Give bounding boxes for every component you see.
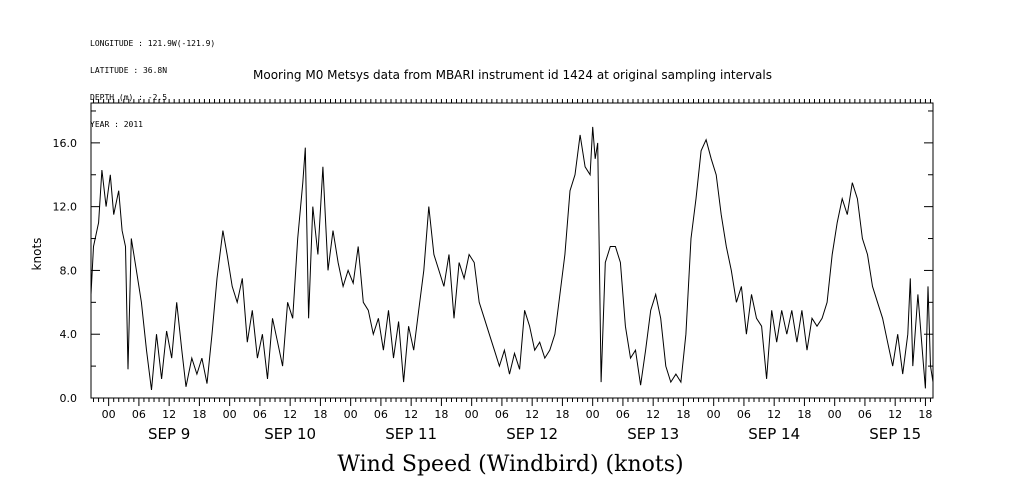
- y-axis-label: knots: [30, 238, 44, 271]
- x-hour-label: 12: [283, 408, 297, 421]
- x-hour-label: 12: [525, 408, 539, 421]
- x-hour-label: 18: [797, 408, 811, 421]
- x-hour-label: 18: [192, 408, 206, 421]
- x-hour-label: 00: [102, 408, 116, 421]
- longitude-label: LONGITUDE : 121.9W(-121.9): [90, 39, 216, 48]
- x-hour-label: 00: [828, 408, 842, 421]
- x-day-label: SEP 10: [264, 425, 316, 443]
- year-label: YEAR : 2011: [90, 120, 143, 129]
- x-hour-label: 06: [858, 408, 872, 421]
- x-day-label: SEP 12: [506, 425, 558, 443]
- x-hour-label: 00: [707, 408, 721, 421]
- x-hour-label: 00: [344, 408, 358, 421]
- x-day-label: SEP 14: [748, 425, 800, 443]
- chart-caption-wrap: Wind Speed (Windbird) (knots): [0, 452, 1009, 477]
- x-day-label: SEP 15: [869, 425, 921, 443]
- x-hour-label: 12: [646, 408, 660, 421]
- x-hour-label: 06: [495, 408, 509, 421]
- chart-caption: Wind Speed (Windbird) (knots): [337, 452, 684, 477]
- x-hour-label: 12: [404, 408, 418, 421]
- y-tick-label: 16.0: [53, 137, 78, 150]
- axis-labels: knots 0.0 4.0 8.0 12.0 16.0 00 06 12 18 00 06 12 18 0…: [30, 137, 932, 443]
- x-hour-label: 18: [313, 408, 327, 421]
- x-hour-label: 18: [555, 408, 569, 421]
- axis-ticks: [91, 99, 933, 406]
- x-hour-label: 18: [918, 408, 932, 421]
- wind-speed-series-line: [90, 126, 934, 391]
- chart-title: Mooring M0 Metsys data from MBARI instru…: [253, 68, 772, 82]
- mooring-metadata: LONGITUDE : 121.9W(-121.9) LATITUDE : 36…: [90, 21, 215, 138]
- y-tick-label: 0.0: [60, 392, 78, 405]
- x-hour-label: 06: [253, 408, 267, 421]
- x-day-label: SEP 11: [385, 425, 437, 443]
- x-hour-label: 06: [132, 408, 146, 421]
- x-hour-label: 18: [434, 408, 448, 421]
- x-hour-label: 00: [465, 408, 479, 421]
- x-hour-label: 00: [223, 408, 237, 421]
- y-tick-label: 4.0: [60, 328, 78, 341]
- x-hour-label: 18: [676, 408, 690, 421]
- y-tick-label: 12.0: [53, 201, 78, 214]
- x-day-label: SEP 13: [627, 425, 679, 443]
- x-hour-label: 12: [162, 408, 176, 421]
- chart-title-wrap: Mooring M0 Metsys data from MBARI instru…: [0, 68, 1009, 82]
- x-hour-label: 06: [737, 408, 751, 421]
- latitude-label: LATITUDE : 36.8N: [90, 66, 168, 75]
- x-day-label: SEP 9: [148, 425, 190, 443]
- x-hour-label: 12: [888, 408, 902, 421]
- x-hour-label: 12: [767, 408, 781, 421]
- plot-frame: [90, 102, 934, 399]
- depth-label: DEPTH (m) : -2.5: [90, 93, 168, 102]
- x-hour-label: 00: [586, 408, 600, 421]
- x-hour-label: 06: [374, 408, 388, 421]
- x-hour-label: 06: [616, 408, 630, 421]
- y-tick-label: 8.0: [60, 264, 78, 277]
